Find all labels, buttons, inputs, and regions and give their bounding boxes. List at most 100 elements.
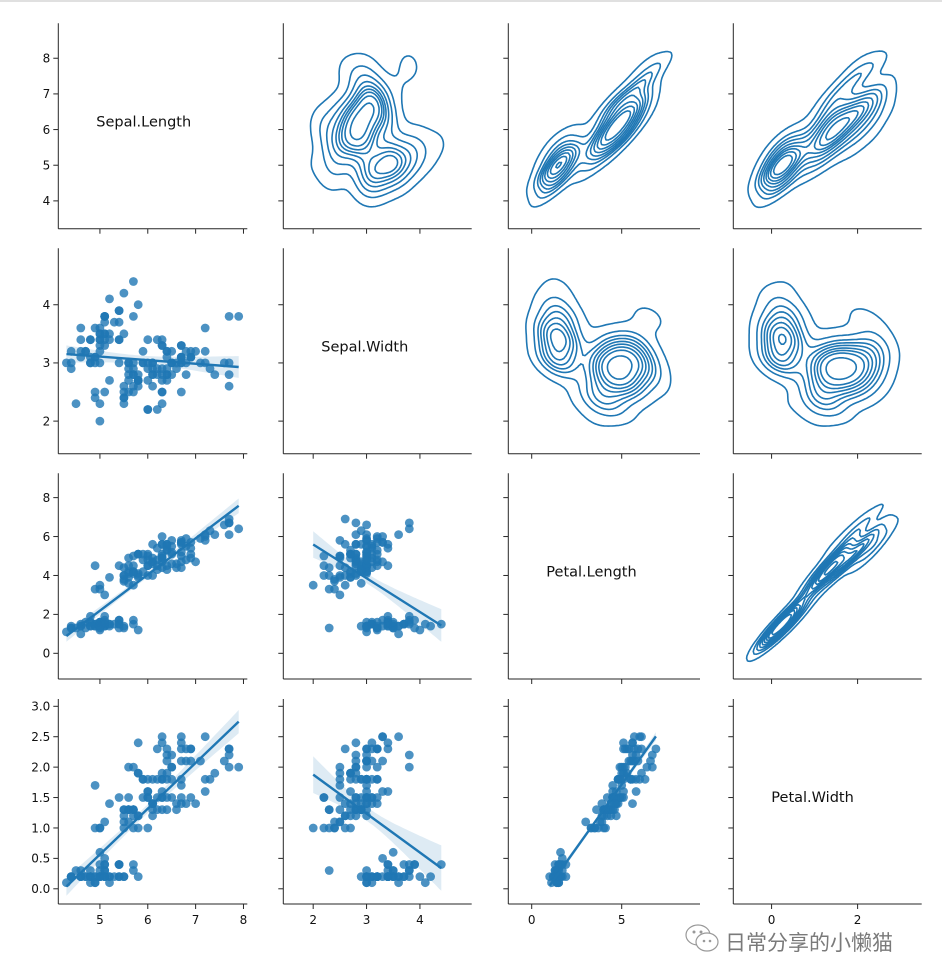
scatter-point [157, 768, 167, 778]
scatter-point [340, 539, 350, 549]
regression-line [66, 352, 239, 369]
scatter-point [234, 312, 244, 321]
scatter-point [351, 738, 361, 748]
scatter-point [119, 811, 129, 821]
scatter-point [162, 541, 172, 551]
scatter-point [308, 580, 318, 590]
scatter-point [388, 617, 398, 627]
kde-contour [763, 97, 874, 188]
scatter-point [129, 569, 138, 578]
scatter-point [71, 399, 81, 409]
scatter-point [224, 744, 234, 754]
scatter-point [340, 799, 350, 808]
scatter-point [86, 358, 95, 368]
kde-contour [525, 50, 673, 208]
scatter-point [133, 376, 143, 385]
scatter-point [129, 387, 138, 397]
scatter-point [415, 872, 425, 881]
scatter-point [362, 744, 371, 754]
kde-contour [606, 355, 633, 380]
subplot-1-3 [728, 248, 922, 459]
kde-contour [344, 95, 380, 147]
scatter-point [351, 539, 361, 549]
scatter-point [224, 530, 234, 539]
scatter-point [224, 762, 234, 772]
scatter-point [399, 619, 409, 629]
scatter-point [362, 878, 371, 888]
scatter-point [114, 335, 124, 345]
scatter-point [631, 787, 641, 796]
scatter-point [86, 621, 95, 631]
scatter-point [176, 738, 186, 748]
kde-contour [752, 517, 888, 655]
scatter-point [152, 543, 162, 553]
scatter-point [95, 621, 105, 631]
scatter-point [335, 805, 345, 815]
scatter-point [109, 619, 119, 629]
scatter-point [351, 799, 361, 808]
scatter-point [124, 553, 133, 563]
wechat-icon [685, 924, 719, 952]
scatter-point [234, 762, 244, 772]
scatter-point [404, 524, 414, 534]
scatter-point [362, 774, 371, 784]
scatter-point [152, 744, 162, 754]
scatter-point [76, 629, 86, 639]
confidence-band [313, 756, 442, 891]
scatter-point [351, 774, 361, 784]
scatter-point [362, 781, 371, 790]
kde-contour [338, 88, 403, 180]
y-tick-label: 2 [43, 414, 51, 428]
scatter-point [124, 762, 133, 772]
scatter-point [367, 756, 377, 766]
scatter-point [404, 750, 414, 760]
scatter-point [335, 551, 345, 561]
scatter-point [404, 860, 414, 869]
scatter-point [378, 756, 387, 766]
y-tick-label: 0 [43, 647, 51, 661]
scatter-point [335, 774, 345, 784]
scatter-point [335, 590, 345, 600]
scatter-point [148, 811, 158, 821]
scatter-point [200, 346, 210, 356]
scatter-point [420, 878, 430, 888]
diagonal-variable-label: Sepal.Length [96, 114, 191, 130]
scatter-point [651, 744, 661, 754]
scatter-point [114, 358, 124, 368]
scatter-point [95, 847, 105, 857]
scatter-point [200, 774, 210, 784]
scatter-point [372, 744, 382, 754]
scatter-point [351, 518, 361, 528]
y-tick-label: 7 [43, 87, 51, 101]
scatter-point [340, 811, 350, 821]
scatter-point [152, 405, 162, 414]
subplot-2-0: 0 2 4 6 8 [43, 473, 248, 684]
scatter-point [383, 744, 393, 754]
scatter-point [335, 762, 345, 772]
kde-contour [748, 281, 901, 427]
kde-contour [536, 71, 653, 194]
scatter-point [86, 866, 95, 875]
scatter-point [167, 762, 177, 772]
scatter-point [157, 732, 167, 742]
kde-contour [335, 85, 407, 184]
scatter-point [608, 781, 618, 790]
scatter-point [335, 817, 345, 827]
diagonal-variable-label: Petal.Width [771, 790, 853, 806]
scatter-point [143, 376, 153, 385]
regression-line [312, 543, 442, 627]
kde-contour [546, 322, 647, 393]
scatter-point [224, 312, 234, 321]
scatter-point [181, 346, 191, 356]
scatter-point [95, 358, 105, 368]
kde-contour [331, 80, 412, 188]
scatter-point [176, 538, 186, 547]
scatter-point [119, 329, 129, 339]
scatter-point [138, 549, 148, 559]
scatter-point [224, 370, 234, 379]
scatter-point [129, 866, 138, 875]
scatter-point [388, 847, 398, 857]
scatter-point [167, 793, 177, 802]
scatter-point [157, 370, 167, 379]
kde-contour [549, 328, 644, 390]
